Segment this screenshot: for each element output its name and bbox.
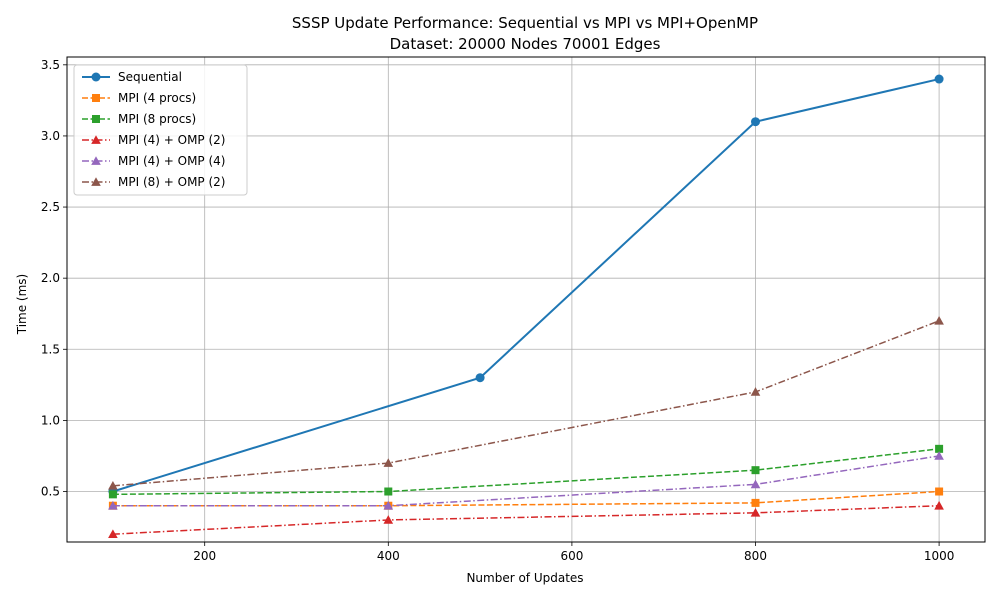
legend-item: MPI (4) + OMP (4): [82, 154, 225, 168]
y-axis-label: Time (ms): [15, 274, 29, 336]
series-line: [112, 78, 940, 493]
series-3: [108, 444, 944, 499]
data-point: [750, 479, 761, 489]
data-point: [108, 529, 118, 539]
legend-marker: [91, 72, 101, 82]
legend: Sequential MPI (4 procs) MPI (8 procs) MPI …: [73, 64, 248, 196]
y-tick-label: 0.5: [41, 485, 60, 499]
legend-item: MPI (8) + OMP (2): [82, 175, 225, 189]
data-point: [108, 481, 118, 490]
legend-label: MPI (4) + OMP (4): [118, 154, 225, 168]
y-tick-label: 2.5: [41, 200, 60, 214]
legend-item: Sequential: [82, 70, 182, 84]
data-point: [934, 74, 944, 84]
legend-item: MPI (8 procs): [82, 112, 196, 126]
series-2: [108, 487, 944, 510]
series-6: [108, 316, 944, 490]
data-point: [934, 500, 944, 510]
legend-label: MPI (4 procs): [118, 91, 196, 105]
series-line: [112, 448, 940, 496]
legend-label: MPI (8 procs): [118, 112, 196, 126]
legend-marker: [92, 94, 100, 102]
series-4: [108, 500, 944, 539]
data-point: [750, 508, 761, 517]
x-axis-label: Number of Updates: [466, 571, 583, 585]
legend-marker: [92, 115, 100, 123]
data-point: [383, 500, 394, 510]
data-point: [751, 498, 760, 507]
y-tick-label: 2.0: [41, 271, 60, 285]
data-point: [751, 466, 760, 475]
x-tick-label: 400: [377, 549, 400, 563]
y-tick-label: 3.5: [41, 58, 60, 72]
legend-marker: [91, 177, 101, 186]
legend-box: [73, 64, 248, 196]
x-tick-label: 1000: [924, 549, 955, 563]
chart-title-line2: Dataset: 20000 Nodes 70001 Edges: [390, 35, 661, 53]
legend-item: MPI (4 procs): [82, 91, 196, 105]
axis-ticks: 200 400 600 800 1000 0.5 1.0 1.5 2.0 2.5 3.0 3.5: [41, 58, 954, 563]
y-tick-label: 1.5: [41, 342, 60, 356]
legend-label: MPI (4) + OMP (2): [118, 133, 225, 147]
legend-marker: [91, 156, 101, 165]
data-point: [383, 458, 394, 467]
data-point: [750, 387, 761, 396]
x-tick-label: 800: [744, 549, 767, 563]
plot-frame: [66, 56, 986, 543]
legend-label: Sequential: [118, 70, 182, 84]
x-tick-label: 200: [193, 549, 216, 563]
data-point: [383, 515, 394, 524]
legend-item: MPI (4) + OMP (2): [82, 133, 225, 147]
data-point: [751, 117, 760, 127]
x-tick-label: 600: [560, 549, 583, 563]
data-point: [108, 490, 117, 499]
series-5: [108, 451, 944, 510]
data-point: [935, 444, 944, 453]
legend-marker: [91, 135, 101, 144]
data-point: [108, 500, 118, 510]
series-line: [112, 455, 940, 507]
series-line: [112, 504, 940, 535]
data-point: [475, 373, 485, 383]
series-line: [112, 320, 940, 487]
data-point: [934, 316, 944, 325]
data-point: [934, 451, 944, 460]
chart-title-line1: SSSP Update Performance: Sequential vs M…: [292, 14, 758, 32]
legend-label: MPI (8) + OMP (2): [118, 175, 225, 189]
series-layer: [108, 74, 944, 539]
y-tick-label: 3.0: [41, 129, 60, 143]
y-tick-label: 1.0: [41, 413, 60, 427]
data-point: [935, 487, 944, 496]
data-point: [384, 487, 393, 496]
